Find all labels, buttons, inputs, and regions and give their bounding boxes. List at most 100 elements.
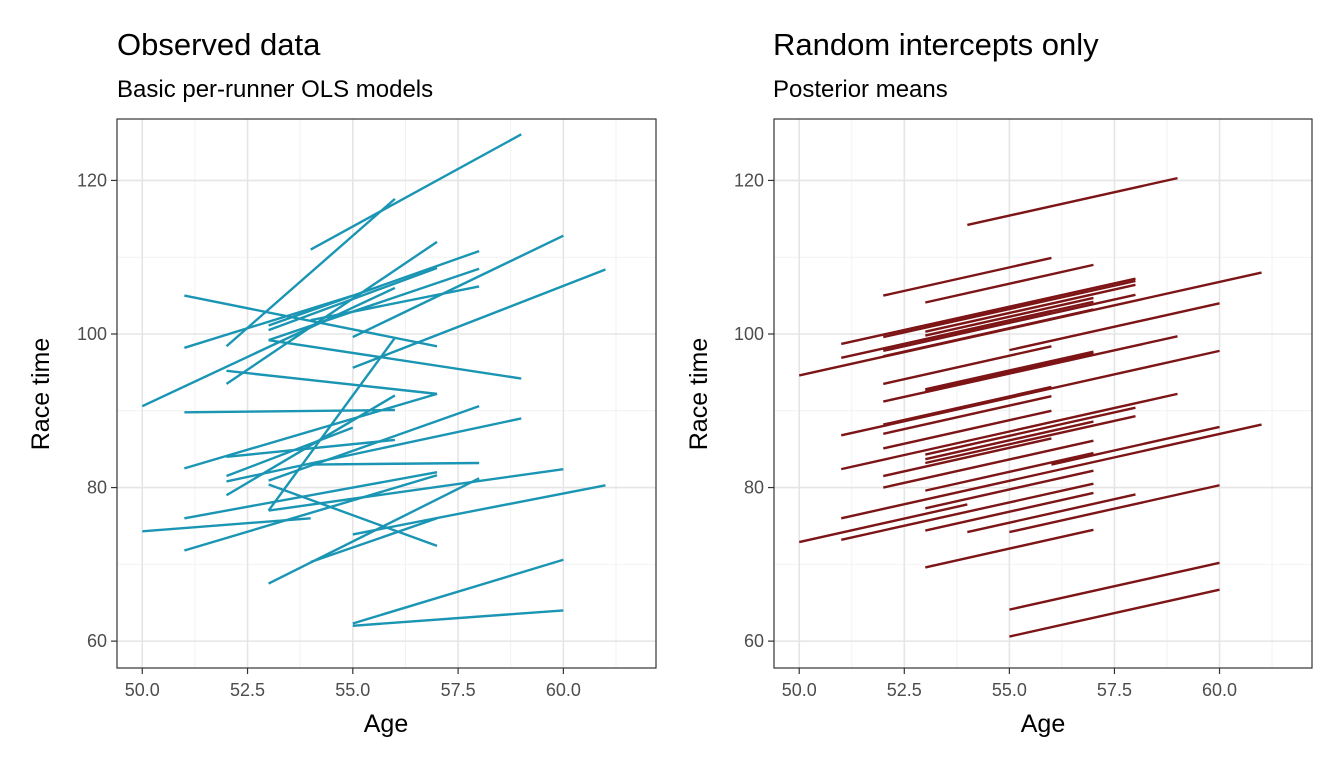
x-axis-title: Age [364, 710, 408, 738]
series-line [184, 408, 395, 414]
series-line [226, 369, 438, 396]
series-line [268, 249, 480, 327]
series-line [883, 293, 1136, 353]
x-axis: 50.0 52.5 55.0 57.5 60.0 [782, 668, 1237, 700]
series-lines [798, 176, 1262, 638]
series-line [1051, 425, 1220, 466]
series-line [883, 395, 1052, 435]
series-line [883, 335, 1178, 403]
x-tick-label: 60.0 [546, 680, 581, 700]
x-tick-label: 55.0 [992, 680, 1027, 700]
series-line [268, 267, 480, 342]
chart-panel-random-intercepts: Random intercepts only Posterior means 5… [685, 27, 1313, 738]
grid [117, 119, 656, 668]
series-line [268, 483, 438, 548]
series-line [883, 309, 1052, 350]
series-line [142, 517, 311, 533]
series-line [925, 491, 1094, 532]
y-tick-label: 120 [734, 170, 764, 190]
plot-border [773, 118, 1313, 669]
series-line [925, 420, 1094, 461]
series-line [883, 279, 1136, 339]
series-line [883, 439, 1094, 489]
series-line [967, 493, 1136, 534]
series-line [352, 484, 606, 536]
chart-subtitle: Basic per-runner OLS models [117, 76, 433, 103]
series-line [141, 286, 396, 408]
series-line [1009, 561, 1220, 611]
x-axis: 50.0 52.5 55.0 57.5 60.0 [125, 668, 581, 700]
series-line [225, 197, 396, 348]
chart-panel-observed: Observed data Basic per-runner OLS model… [27, 27, 657, 738]
series-line [925, 414, 1136, 465]
grid [774, 119, 1312, 668]
series-line [184, 471, 438, 520]
chart-title: Random intercepts only [773, 27, 1099, 62]
series-line [883, 385, 1052, 426]
y-tick-label: 60 [87, 631, 107, 651]
series-line [925, 350, 1094, 391]
y-tick-label: 60 [744, 631, 764, 651]
series-line [883, 437, 1052, 478]
plot-background [117, 119, 656, 668]
x-tick-label: 60.0 [1202, 680, 1237, 700]
series-lines [141, 133, 606, 627]
x-tick-label: 57.5 [1097, 680, 1132, 700]
series-line [925, 451, 1094, 492]
x-tick-label: 50.0 [782, 680, 817, 700]
y-tick-label: 120 [77, 170, 107, 190]
series-line [310, 133, 522, 251]
y-tick-label: 100 [734, 324, 764, 344]
series-line [184, 474, 438, 552]
x-tick-label: 52.5 [230, 680, 265, 700]
y-tick-label: 80 [87, 478, 107, 498]
series-line [925, 528, 1094, 569]
y-axis-title: Race time [27, 338, 55, 451]
series-line [352, 268, 606, 369]
series-line [225, 240, 438, 385]
y-axis-title: Race time [685, 338, 713, 451]
y-tick-label: 80 [744, 478, 764, 498]
series-line [925, 296, 1052, 328]
x-tick-label: 50.0 [125, 680, 160, 700]
plot-border [116, 118, 657, 669]
series-line [352, 234, 564, 339]
series-line [840, 349, 1220, 437]
series-line [184, 294, 354, 349]
series-line [310, 285, 480, 322]
series-line [226, 426, 354, 478]
series-line [840, 392, 1178, 471]
series-line [798, 503, 968, 544]
series-line [925, 352, 1094, 392]
series-line [1009, 484, 1220, 534]
series-line [268, 405, 480, 482]
series-line [226, 438, 396, 459]
series-line [225, 394, 396, 497]
series-line [268, 266, 438, 332]
series-line [840, 482, 1094, 541]
series-line [310, 517, 438, 564]
series-line [352, 609, 564, 627]
x-axis-title: Age [1021, 710, 1065, 738]
series-line [967, 176, 1178, 227]
y-axis: 60 80 100 120 [77, 170, 117, 651]
x-tick-label: 55.0 [335, 680, 370, 700]
series-line [1009, 588, 1220, 638]
plot-background [774, 119, 1312, 668]
series-line [840, 423, 1262, 520]
series-line [925, 283, 1136, 333]
series-line [925, 406, 1136, 456]
x-tick-label: 52.5 [887, 680, 922, 700]
series-line [883, 409, 1052, 450]
chart-subtitle: Posterior means [773, 76, 948, 103]
series-line [352, 558, 564, 625]
y-axis: 60 80 100 120 [734, 170, 774, 651]
y-tick-label: 100 [77, 324, 107, 344]
series-line [310, 461, 480, 466]
series-line [925, 263, 1094, 304]
series-line [226, 417, 522, 483]
chart-title: Observed data [117, 27, 321, 62]
series-line [925, 296, 1094, 337]
series-line [268, 338, 522, 380]
series-line [883, 345, 1052, 386]
